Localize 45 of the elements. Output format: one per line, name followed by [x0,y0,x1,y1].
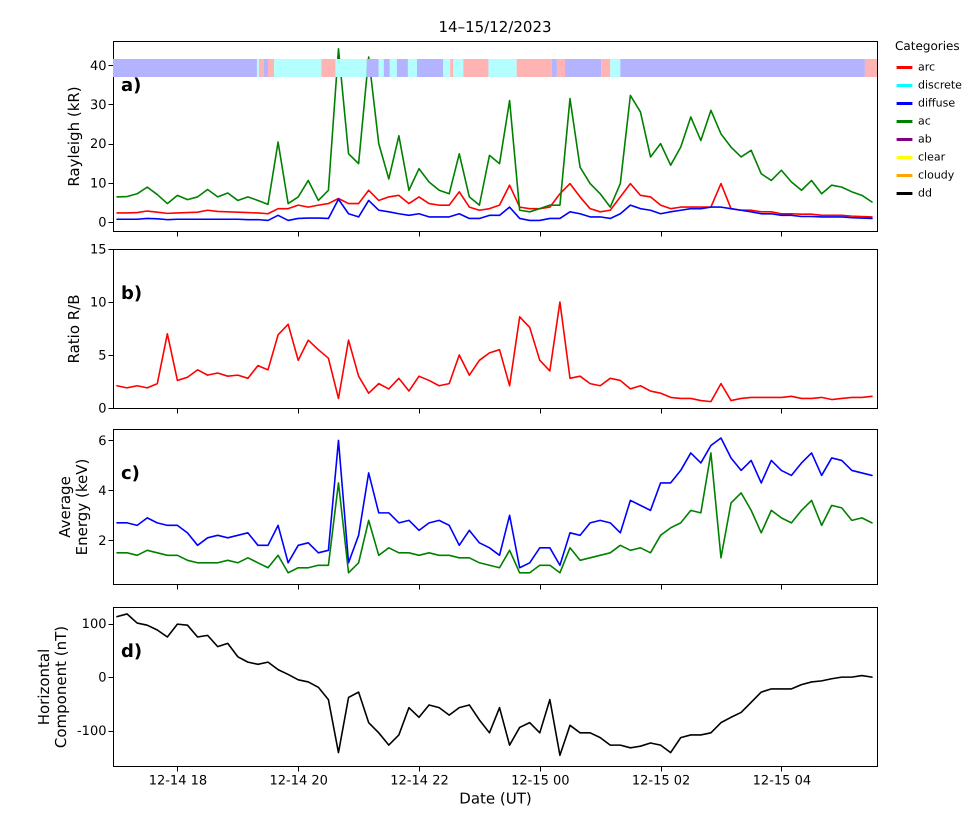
legend-label: clear [918,150,946,164]
annotation: b) [121,283,142,304]
y-tick-label: -100 [76,724,106,740]
annotation: c) [121,463,140,484]
y-tick-label: 6 [98,434,106,449]
x-axis-title: Date (UT) [459,790,532,808]
legend-label: cloudy [918,168,955,182]
legend-label: arc [918,60,936,74]
x-tick-label: 12-15 04 [752,774,812,788]
y-tick-label: 30 [90,98,106,113]
y-tick-label: 4 [98,484,106,499]
legend-label: discrete [918,78,962,92]
y-tick-label: 100 [82,617,106,632]
x-tick-label: 12-14 20 [269,774,328,788]
line-series [116,198,873,222]
x-tick-label: 12-14 18 [148,774,208,788]
x-tick-label: 12-14 22 [390,774,449,788]
y-tick-label: 15 [90,242,106,258]
y-tick-label: 0 [98,215,106,230]
y-tick-label: 5 [98,348,106,364]
legend-label: ab [918,132,932,146]
line-series [116,48,873,213]
y-axis-title: Horizontal Component (nT) [34,626,70,748]
chart-title: 14–15/12/2023 [438,18,552,36]
line-series [116,613,873,756]
y-tick-label: 10 [90,296,106,310]
y-tick-label: 20 [90,137,106,152]
y-tick-label: 40 [90,58,106,74]
annotation: a) [121,75,142,96]
legend-label: dd [918,186,932,200]
annotation: d) [121,641,142,662]
line-series [116,301,873,402]
y-tick-label: 10 [90,176,106,192]
line-series [116,182,873,218]
y-tick-label: 0 [98,670,106,686]
y-axis-title: Average Energy (keV) [56,458,92,556]
x-tick-label: 12-15 02 [632,774,690,788]
legend-label: diffuse [918,96,956,110]
y-tick-label: 2 [98,534,106,549]
y-axis-title: Rayleigh (kR) [64,86,83,187]
y-tick-label: 0 [98,402,106,416]
legend-label: ac [918,114,931,128]
y-axis-title: Ratio R/B [64,294,83,364]
legend-title: Categories [895,39,960,53]
x-tick-label: 12-15 00 [511,774,570,788]
